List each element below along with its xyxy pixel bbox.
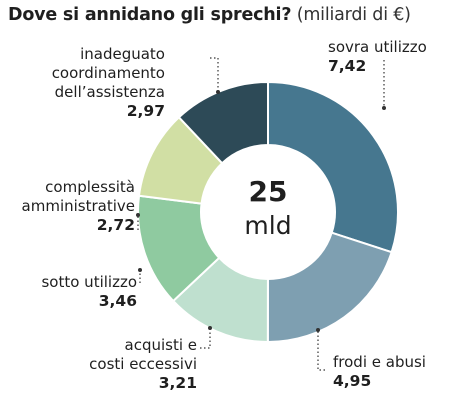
label-inadeguato: inadeguato coordinamento dell’assistenza…: [52, 45, 165, 121]
label-name-2: coordinamento: [51, 64, 165, 82]
leader-dot-frodi-e-abusi: [316, 328, 320, 332]
title-text: Dove si annidano gli sprechi?: [8, 5, 292, 25]
leader-line-inadeguato-coordinamento-dell-assistenza: [210, 57, 219, 92]
label-name: complessità: [45, 178, 135, 196]
slice-inadeguato-coordinamento-dell-assistenza: [177, 80, 269, 165]
label-acquisti: acquisti e costi eccessivi 3,21: [89, 336, 197, 393]
label-frodi-e-abusi: frodi e abusi 4,95: [333, 353, 426, 391]
leader-dot-acquisti-e-costi-eccessivi: [208, 326, 212, 330]
leader-line-acquisti-e-costi-eccessivi: [200, 328, 211, 349]
leader-dot-complessit-amministrative: [136, 213, 140, 217]
slice-frodi-e-abusi: [266, 231, 393, 344]
label-value: 4,95: [333, 372, 372, 390]
label-name: sovra utilizzo: [328, 38, 427, 56]
label-name: frodi e abusi: [333, 353, 426, 371]
label-name-2: costi eccessivi: [89, 355, 197, 373]
label-name-3: dell’assistenza: [54, 83, 165, 101]
label-name: acquisti e: [124, 336, 198, 354]
label-value: 2,97: [126, 102, 165, 120]
label-name: inadeguato: [80, 45, 165, 63]
leader-lines: [136, 57, 386, 371]
label-name-2: amministrative: [21, 197, 135, 215]
label-sovra-utilizzo: sovra utilizzo 7,42: [328, 38, 427, 76]
leader-dot-sovra-utilizzo: [382, 106, 386, 110]
leader-line-frodi-e-abusi: [317, 330, 325, 371]
donut-slices: [137, 80, 399, 344]
label-value: 3,46: [98, 292, 137, 310]
total-value: 25: [248, 175, 288, 208]
label-name: sotto utilizzo: [41, 273, 137, 291]
label-complessita: complessità amministrative 2,72: [22, 178, 135, 235]
label-value: 2,72: [96, 216, 135, 234]
label-value: 3,21: [158, 374, 197, 392]
total-unit: mld: [244, 211, 292, 240]
leader-dot-sotto-utilizzo: [138, 268, 142, 272]
slice-sovra-utilizzo: [267, 80, 399, 254]
label-sotto-utilizzo: sotto utilizzo 3,46: [41, 273, 137, 311]
leader-dot-inadeguato-coordinamento-dell-assistenza: [216, 90, 220, 94]
label-value: 7,42: [328, 57, 367, 75]
chart-title: Dove si annidano gli sprechi? (miliardi …: [8, 5, 411, 25]
title-unit: (miliardi di €): [296, 5, 411, 25]
